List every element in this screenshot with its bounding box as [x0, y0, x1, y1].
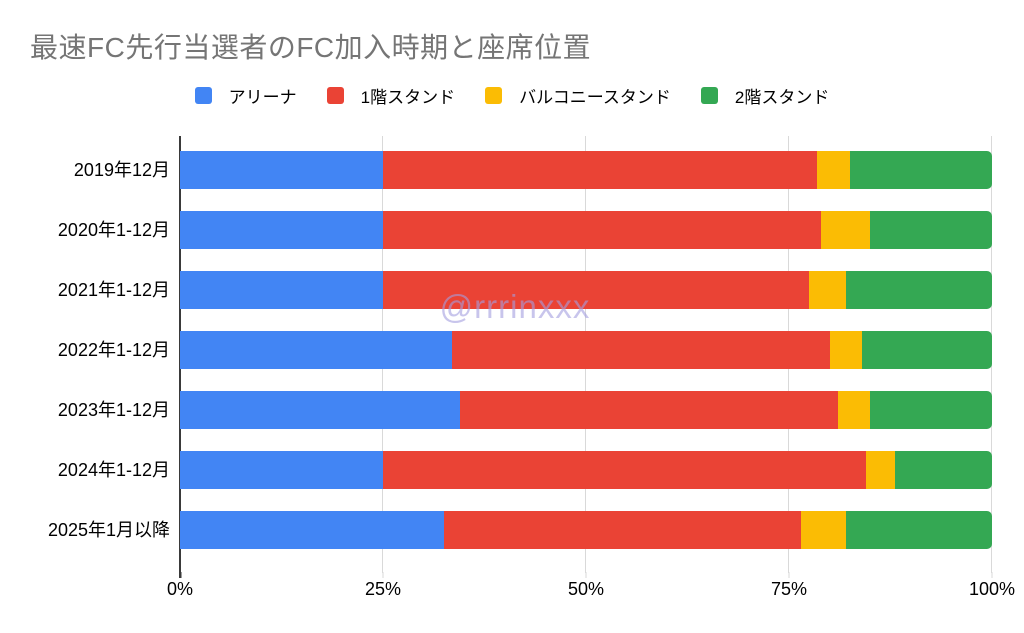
- legend-label: 2階スタンド: [734, 87, 830, 107]
- x-tick: [991, 572, 993, 578]
- x-tick-label: 25%: [364, 579, 402, 599]
- bar-row: [180, 391, 992, 429]
- legend-item-3[interactable]: 2階スタンド: [700, 83, 830, 108]
- bar-row: [180, 331, 992, 369]
- x-tick: [382, 572, 384, 578]
- bar-row: [180, 451, 992, 489]
- legend-swatch-icon: [326, 86, 344, 104]
- bar-segment[interactable]: [383, 271, 810, 309]
- bar-segment[interactable]: [837, 391, 871, 429]
- plot-area: [180, 136, 992, 573]
- legend-label: 1階スタンド: [360, 87, 456, 107]
- legend: アリーナ 1階スタンド バルコニースタンド 2階スタンド: [0, 79, 1024, 111]
- x-tick-label: 100%: [968, 579, 1016, 599]
- bar-segment[interactable]: [180, 391, 461, 429]
- legend-item-0[interactable]: アリーナ: [194, 83, 297, 108]
- x-tick-label: 75%: [770, 579, 808, 599]
- legend-label: アリーナ: [228, 87, 297, 107]
- x-tick: [585, 572, 587, 578]
- bar-segment[interactable]: [894, 451, 992, 489]
- bar-segment[interactable]: [866, 451, 895, 489]
- bar-row: [180, 151, 992, 189]
- category-label: 2025年1月以降: [47, 520, 170, 540]
- bar-segment[interactable]: [801, 511, 846, 549]
- bar-segment[interactable]: [809, 271, 846, 309]
- bar-segment[interactable]: [180, 151, 383, 189]
- x-tick-label: 50%: [567, 579, 605, 599]
- bar-segment[interactable]: [821, 211, 871, 249]
- bar-segment[interactable]: [452, 331, 830, 369]
- category-label: 2019年12月: [73, 160, 170, 180]
- legend-swatch-icon: [194, 86, 212, 104]
- x-axis: 0% 25% 50% 75% 100%: [167, 572, 1015, 612]
- bar-segment[interactable]: [870, 391, 992, 429]
- category-label: 2023年1-12月: [57, 400, 170, 420]
- bar-segment[interactable]: [180, 211, 383, 249]
- bar-segment[interactable]: [870, 211, 992, 249]
- chart-title: 最速FC先行当選者のFC加入時期と座席位置: [30, 32, 592, 63]
- bar-segment[interactable]: [817, 151, 850, 189]
- bar-segment[interactable]: [443, 511, 802, 549]
- legend-label: バルコニースタンド: [519, 87, 671, 107]
- bar-segment[interactable]: [180, 271, 383, 309]
- legend-item-2[interactable]: バルコニースタンド: [485, 83, 671, 108]
- x-tick: [788, 572, 790, 578]
- bar-segment[interactable]: [829, 331, 863, 369]
- bar-segment[interactable]: [845, 511, 992, 549]
- legend-swatch-icon: [485, 86, 503, 104]
- bar-segment[interactable]: [383, 451, 867, 489]
- bar-segment[interactable]: [180, 451, 383, 489]
- bar-segment[interactable]: [180, 511, 444, 549]
- bar-segment[interactable]: [383, 151, 818, 189]
- x-tick-label: 0%: [166, 579, 194, 599]
- category-label: 2022年1-12月: [57, 340, 170, 360]
- bar-row: [180, 511, 992, 549]
- bar-segment[interactable]: [383, 211, 822, 249]
- bar-row: [180, 211, 992, 249]
- bar-segment[interactable]: [845, 271, 992, 309]
- bar-segment[interactable]: [460, 391, 838, 429]
- legend-swatch-icon: [700, 86, 718, 104]
- bar-segment[interactable]: [180, 331, 453, 369]
- bar-row: [180, 271, 992, 309]
- category-label: 2024年1-12月: [57, 460, 170, 480]
- bar-segment[interactable]: [862, 331, 992, 369]
- category-label: 2020年1-12月: [57, 220, 170, 240]
- category-label: 2021年1-12月: [57, 280, 170, 300]
- bar-segment[interactable]: [849, 151, 992, 189]
- legend-item-1[interactable]: 1階スタンド: [326, 83, 456, 108]
